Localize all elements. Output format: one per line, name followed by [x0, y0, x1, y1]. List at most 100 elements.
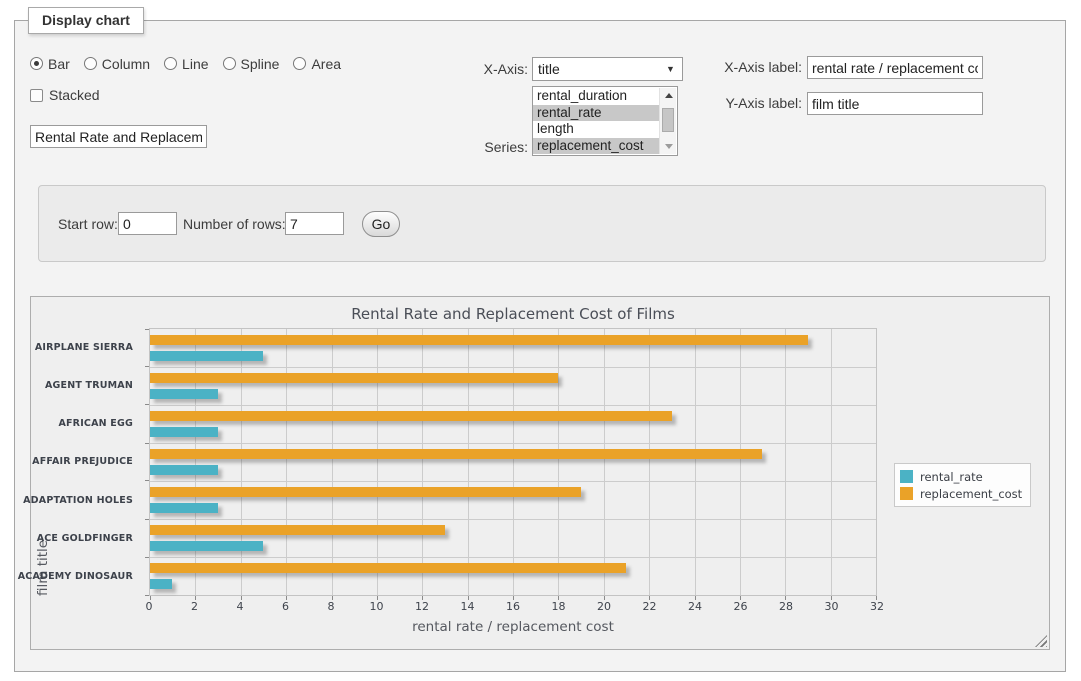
radio-option-spline[interactable]: Spline [222, 55, 280, 72]
chevron-down-icon: ▼ [666, 64, 675, 74]
x-tick-label: 0 [145, 600, 153, 613]
radio-option-bar[interactable]: Bar [30, 56, 70, 72]
x-tick-strip: 0 2 4 6 8 10 12 14 16 18 20 22 24 26 28 30 32 [145, 600, 885, 615]
gridline-vertical [649, 329, 651, 595]
radio-option-column[interactable]: Column [83, 56, 150, 72]
x-tick-mark [785, 596, 787, 600]
series-option-length[interactable]: length [537, 121, 574, 136]
x-axis-label-field-label: X-Axis label: [724, 59, 802, 75]
series-options: rental_duration rental_rate length replacem… [533, 88, 659, 154]
category-row: AFFAIR PREJUDICE [31, 443, 133, 481]
y-tick-mark [145, 328, 149, 330]
y-axis-label-field-label: Y-Axis label: [725, 95, 802, 111]
bar-rental_rate-african-egg [150, 427, 218, 437]
bar-replacement_cost-academy-dinosaur [150, 563, 627, 573]
number-of-rows-label: Number of rows: [183, 216, 286, 232]
category-label: AIRPLANE SIERRA [34, 341, 133, 353]
y-axis-label-input[interactable] [807, 92, 983, 115]
x-tick-label: 24 [688, 600, 702, 613]
bar-group-academy-dinosaur [150, 557, 876, 595]
x-axis-label-input[interactable] [807, 56, 983, 79]
legend-swatch-replacement_cost [900, 487, 913, 500]
series-listbox[interactable]: rental_duration rental_rate length replacem… [532, 86, 678, 156]
radio-icon-bar[interactable] [30, 57, 43, 70]
radio-label-spline: Spline [240, 55, 280, 72]
x-axis-select[interactable]: title ▼ [532, 57, 683, 81]
category-row: ACADEMY DINOSAUR [18, 558, 133, 596]
resize-handle-icon[interactable] [1035, 635, 1047, 647]
gridline-vertical [376, 329, 378, 595]
bar-group-african-egg [150, 405, 876, 443]
radio-option-line[interactable]: Line [164, 55, 209, 72]
bar-rental_rate-ace-goldfinger [150, 541, 264, 551]
bar-group-affair-prejudice [150, 443, 876, 481]
x-tick-label: 14 [460, 600, 475, 613]
plot-area [145, 328, 877, 600]
scrollbar-thumb[interactable] [662, 108, 674, 132]
bar-replacement_cost-ace-goldfinger [150, 525, 445, 535]
x-tick-mark [467, 596, 469, 600]
radio-option-area[interactable]: Area [293, 56, 341, 72]
stacked-checkbox[interactable] [30, 88, 43, 102]
x-tick-mark [150, 596, 151, 600]
x-tick-mark [649, 596, 651, 600]
bar-group-adaptation-holes [150, 481, 876, 519]
x-tick-mark [422, 596, 424, 600]
gridline-vertical [694, 329, 696, 595]
gridline-vertical [195, 329, 197, 595]
gridline-vertical [558, 329, 560, 595]
series-option-rental_rate[interactable]: rental_rate [533, 104, 659, 121]
x-axis-select-label: X-Axis: [483, 61, 528, 77]
category-row: AGENT TRUMAN [31, 366, 133, 404]
gridline-horizontal [150, 557, 876, 558]
y-tick-mark [145, 442, 149, 444]
radio-label-line: Line [182, 55, 209, 72]
gridline-vertical [830, 329, 832, 595]
x-tick-label: 8 [327, 600, 335, 613]
x-tick-label: 2 [191, 600, 198, 613]
stacked-label: Stacked [49, 87, 100, 103]
x-axis-selected-value: title [538, 61, 560, 77]
category-row: AIRPLANE SIERRA [31, 328, 133, 366]
chart-title: Rental Rate and Replacement Cost of Film… [351, 305, 675, 323]
category-row: ACE GOLDFINGER [31, 519, 133, 557]
stacked-checkbox-row[interactable]: Stacked [30, 87, 100, 103]
scroll-down-icon[interactable] [660, 139, 677, 154]
category-row: AFRICAN EGG [31, 405, 133, 443]
category-labels: AIRPLANE SIERRA AGENT TRUMAN AFRICAN EGG AF… [18, 328, 141, 596]
gridline-vertical [240, 329, 242, 595]
x-tick-mark [195, 596, 197, 600]
bar-group-airplane-sierra [150, 329, 876, 367]
scroll-up-icon[interactable] [660, 88, 677, 103]
y-tick-mark [145, 480, 149, 482]
go-button[interactable]: Go [362, 211, 400, 237]
legend-swatch-rental_rate [900, 470, 913, 483]
radio-icon-column[interactable] [83, 57, 97, 70]
start-row-input[interactable] [118, 212, 177, 235]
x-tick-label: 18 [551, 600, 566, 613]
category-label: AFRICAN EGG [58, 418, 133, 430]
chart-title-input[interactable] [30, 125, 207, 148]
number-of-rows-input[interactable] [285, 212, 344, 235]
x-tick-mark [240, 596, 242, 600]
bar-replacement_cost-affair-prejudice [150, 449, 763, 459]
x-tick-label: 12 [415, 600, 429, 613]
series-option-replacement_cost[interactable]: replacement_cost [533, 137, 659, 154]
radio-icon-area[interactable] [293, 57, 307, 70]
radio-icon-spline[interactable] [222, 57, 236, 70]
x-tick-mark [876, 596, 877, 600]
x-tick-label: 22 [642, 600, 657, 613]
gridline-vertical [422, 329, 424, 595]
x-tick-label: 4 [236, 600, 244, 613]
series-scrollbar[interactable] [659, 88, 676, 154]
x-tick-mark [739, 596, 741, 600]
bar-group-agent-truman [150, 367, 876, 405]
gridline-horizontal [150, 519, 876, 520]
legend-item-rental_rate: rental_rate [900, 468, 1022, 485]
series-option-rental_duration[interactable]: rental_duration [537, 88, 628, 103]
legend-label-replacement_cost: replacement_cost [920, 486, 1023, 501]
gridline-vertical [603, 329, 605, 595]
radio-icon-line[interactable] [164, 57, 178, 70]
row-range-panel [38, 185, 1046, 262]
x-tick-mark [558, 596, 560, 600]
